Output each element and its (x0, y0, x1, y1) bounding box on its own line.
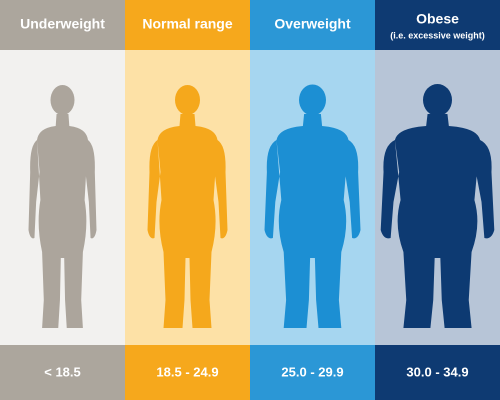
column-overweight: Overweight 25.0 - 29.9 (250, 0, 375, 400)
header-band (125, 0, 250, 50)
column-normal: Normal range 18.5 - 24.9 (125, 0, 250, 400)
column-subtitle: (i.e. excessive weight) (390, 30, 485, 40)
silhouette (28, 85, 97, 328)
header-band (375, 0, 500, 50)
head (175, 85, 200, 115)
footer-band (250, 345, 375, 400)
footer-band (375, 345, 500, 400)
column-title: Overweight (274, 16, 351, 32)
column-title: Underweight (20, 16, 105, 32)
header-band (0, 0, 125, 50)
head (50, 85, 75, 115)
bmi-range: < 18.5 (44, 364, 81, 379)
column-title: Normal range (142, 16, 232, 32)
column-title: Obese (416, 11, 459, 27)
bmi-range: 25.0 - 29.9 (281, 364, 343, 379)
footer-band (0, 345, 125, 400)
bmi-range: 30.0 - 34.9 (406, 364, 468, 379)
header-band (250, 0, 375, 50)
bmi-range: 18.5 - 24.9 (156, 364, 218, 379)
column-obese: Obese (i.e. excessive weight) 30.0 - 34.… (375, 0, 500, 400)
head (299, 84, 326, 116)
silhouette (264, 84, 361, 328)
silhouette (380, 84, 495, 328)
head (423, 84, 452, 116)
silhouette (147, 85, 228, 328)
footer-band (125, 345, 250, 400)
column-underweight: Underweight < 18.5 (0, 0, 125, 400)
